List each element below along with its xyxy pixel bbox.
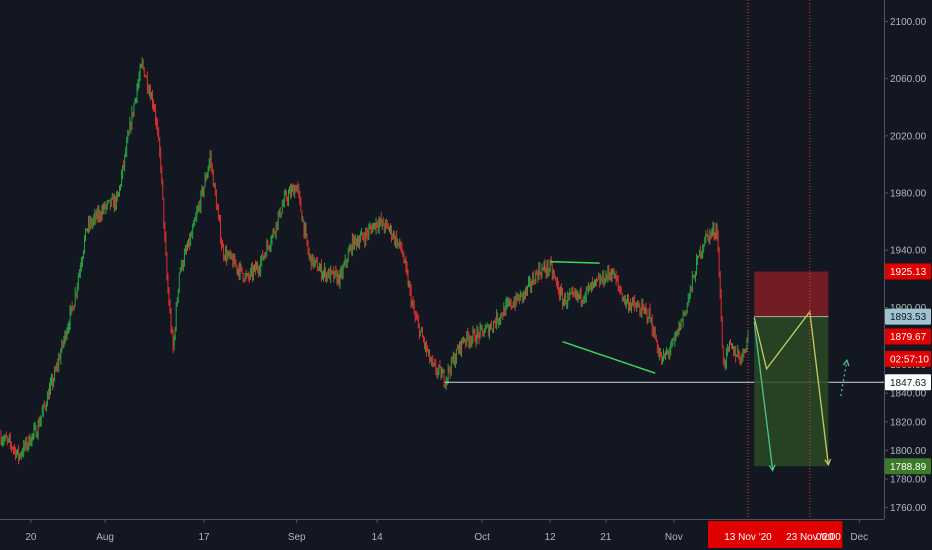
time-tick-label: Dec — [850, 532, 868, 543]
time-tick-label: Oct — [474, 532, 490, 543]
price-tag-label: 1893.53 — [890, 312, 927, 323]
price-tick-label: 1900.00 — [890, 303, 927, 314]
price-tag — [885, 350, 931, 367]
projection-arrowhead-dotted — [842, 358, 850, 367]
price-tag-label: 1788.89 — [890, 462, 927, 473]
price-tick-label: 1760.00 — [890, 503, 927, 514]
price-tag — [885, 308, 931, 325]
price-tick-label: 1780.00 — [890, 474, 927, 485]
price-tag-label: 1879.67 — [890, 332, 927, 343]
price-tick-label: 1840.00 — [890, 389, 927, 400]
price-tag — [885, 328, 931, 345]
triangle-lower-line — [562, 341, 656, 374]
price-tick-label: 1800.00 — [890, 446, 927, 457]
price-tick-label: 1980.00 — [890, 189, 927, 200]
price-tag-label: 1847.63 — [890, 378, 927, 389]
projection-arrowhead-yellow — [824, 458, 832, 467]
candles — [0, 57, 749, 465]
price-tick-label: 2020.00 — [890, 131, 927, 142]
time-tick-label: 14 — [372, 532, 384, 543]
projection-dotted-up — [840, 360, 848, 397]
time-tick-label: Nov — [665, 532, 683, 543]
triangle-upper-line — [550, 260, 600, 264]
price-tag-label: 02:57:10 — [890, 354, 929, 365]
time-tick-label: Aug — [96, 532, 114, 543]
time-tick-label: 12 — [545, 532, 557, 543]
time-tick-label: 17 — [198, 532, 210, 543]
price-tick-label: 2100.00 — [890, 17, 927, 28]
date-tag-label: 23 Nov '20 — [786, 532, 834, 543]
time-tick-label: 21 — [600, 532, 612, 543]
price-tick-label: 2060.00 — [890, 74, 927, 85]
stop-loss-zone — [754, 271, 829, 317]
projection-path-green — [753, 321, 774, 471]
price-tick-label: 1820.00 — [890, 417, 927, 428]
date-tag-label: 13 Nov '20 — [724, 532, 772, 543]
take-profit-zone — [754, 316, 829, 467]
date-range-tag — [708, 521, 843, 548]
price-tag — [885, 458, 931, 475]
time-tick-label: 20 — [25, 532, 37, 543]
price-tag — [885, 374, 931, 391]
date-tag-label: 06:00 — [816, 532, 841, 543]
price-tag-label: 1925.13 — [890, 267, 927, 278]
time-tick-label: Sep — [288, 532, 306, 543]
projection-path-yellow — [753, 310, 830, 465]
projection-arrowhead-green — [768, 464, 776, 472]
price-tick-label: 1940.00 — [890, 246, 927, 257]
price-tag — [885, 263, 931, 280]
